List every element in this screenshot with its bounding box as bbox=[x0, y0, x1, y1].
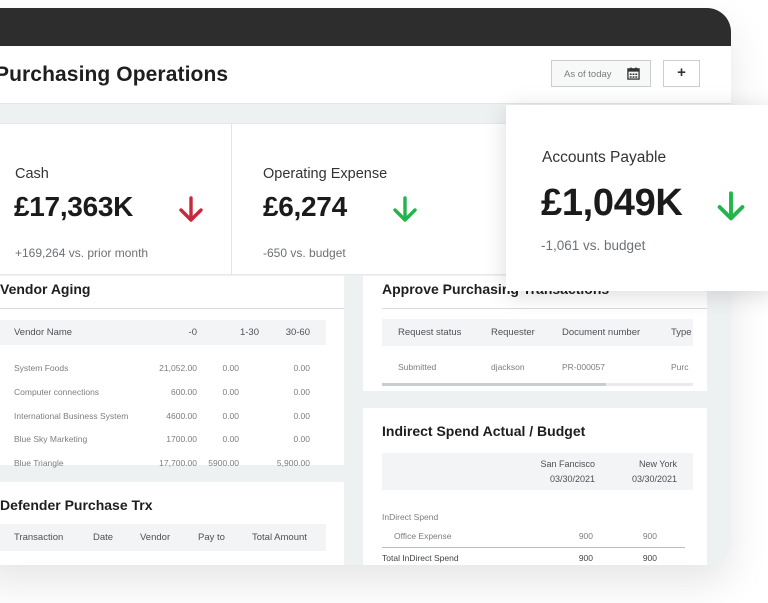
table-cell: 0.00 bbox=[293, 387, 310, 397]
group-label: InDirect Spend bbox=[382, 512, 439, 522]
table-cell: 0.00 bbox=[222, 434, 239, 444]
table-cell: International Business System bbox=[14, 411, 129, 421]
divider bbox=[382, 308, 707, 309]
table-cell: 1700.00 bbox=[166, 434, 197, 444]
table-cell: 0.00 bbox=[222, 387, 239, 397]
kpi-row: Cash £17,363K +169,264 vs. prior month O… bbox=[0, 123, 520, 275]
table-cell: 21,052.00 bbox=[159, 363, 197, 373]
column-header[interactable]: San Fancisco bbox=[540, 459, 595, 469]
divider bbox=[0, 308, 344, 309]
scrollbar-thumb[interactable] bbox=[382, 383, 606, 386]
column-date: 03/30/2021 bbox=[549, 474, 595, 484]
table-cell: System Foods bbox=[14, 363, 69, 373]
kpi-label: Cash bbox=[15, 166, 49, 182]
table-cell: Total InDirect Spend bbox=[382, 553, 459, 563]
card-title: Indirect Spend Actual / Budget bbox=[382, 423, 586, 439]
table-cell: 0.00 bbox=[222, 411, 239, 421]
kpi-subtext: -1,061 vs. budget bbox=[541, 238, 646, 253]
column-header[interactable]: Total Amount bbox=[252, 532, 307, 543]
column-header[interactable]: Date bbox=[93, 532, 114, 543]
vendor-aging-card: Vendor Aging Vendor Name -0 1-30 30-60 S… bbox=[0, 276, 344, 468]
table-cell: 0.00 bbox=[293, 434, 310, 444]
table-cell: 0.00 bbox=[293, 411, 310, 421]
date-placeholder: As of today bbox=[564, 69, 612, 80]
kpi-value: £17,363K bbox=[14, 191, 134, 222]
kpi-cash[interactable]: Cash £17,363K +169,264 vs. prior month bbox=[0, 124, 231, 274]
column-header[interactable]: 1-30 bbox=[239, 327, 259, 338]
table-cell: 900 bbox=[578, 553, 593, 563]
arrow-down-icon bbox=[717, 191, 745, 221]
table-cell: PR-000057 bbox=[562, 362, 606, 372]
calendar-icon bbox=[627, 67, 640, 80]
column-header[interactable]: Pay to bbox=[198, 532, 225, 543]
kpi-accounts-payable[interactable]: Accounts Payable £1,049K -1,061 vs. budg… bbox=[506, 105, 768, 291]
column-date: 03/30/2021 bbox=[631, 474, 677, 484]
table-cell: 5,900.00 bbox=[276, 458, 310, 468]
date-picker[interactable]: As of today bbox=[551, 60, 651, 87]
table-cell: Blue Sky Marketing bbox=[14, 434, 88, 444]
column-header[interactable]: Vendor bbox=[140, 532, 171, 543]
column-header[interactable]: Requester bbox=[491, 327, 535, 338]
column-header[interactable]: -0 bbox=[188, 327, 197, 338]
card-title: Defender Purchase Trx bbox=[0, 497, 153, 513]
column-header[interactable]: Vendor Name bbox=[14, 327, 73, 338]
table-cell: Computer connections bbox=[14, 387, 100, 397]
table-cell: 600.00 bbox=[171, 387, 197, 397]
table-header: Transaction Date Vendor Pay to Total Amo… bbox=[0, 524, 326, 551]
column-header[interactable]: Document number bbox=[562, 327, 641, 338]
column-header[interactable]: Request status bbox=[398, 327, 462, 338]
kpi-value: £6,274 bbox=[263, 191, 347, 222]
table-cell: Office Expense bbox=[394, 531, 452, 541]
defender-purchase-card: Defender Purchase Trx Transaction Date V… bbox=[0, 482, 344, 565]
top-bar bbox=[0, 8, 731, 46]
card-title: Vendor Aging bbox=[0, 281, 91, 297]
table-cell: djackson bbox=[491, 362, 525, 372]
total-divider bbox=[382, 547, 685, 548]
kpi-operating-expense[interactable]: Operating Expense £6,274 -650 vs. budget bbox=[232, 124, 520, 274]
table-cell: 4600.00 bbox=[166, 411, 197, 421]
table-cell: Submitted bbox=[398, 362, 437, 372]
table-cell: 0.00 bbox=[222, 363, 239, 373]
indirect-spend-card: Indirect Spend Actual / Budget San Fanci… bbox=[363, 408, 707, 565]
kpi-label: Operating Expense bbox=[263, 166, 388, 182]
table-cell: Blue Triangle bbox=[14, 458, 64, 468]
kpi-subtext: +169,264 vs. prior month bbox=[15, 246, 149, 260]
table-header: Request status Requester Document number… bbox=[382, 319, 693, 346]
column-header[interactable]: New York bbox=[638, 459, 677, 469]
page-title: Purchasing Operations bbox=[0, 63, 229, 86]
column-header[interactable]: Type bbox=[671, 327, 692, 338]
column-header[interactable]: Transaction bbox=[14, 532, 64, 543]
table-cell: 900 bbox=[642, 531, 657, 541]
page-header: Purchasing Operations As of today + bbox=[0, 46, 731, 104]
table-cell: 5900.00 bbox=[208, 458, 239, 468]
arrow-down-icon bbox=[393, 196, 417, 222]
table-cell: 900 bbox=[642, 553, 657, 563]
table-cell: 0.00 bbox=[293, 363, 310, 373]
kpi-label: Accounts Payable bbox=[542, 149, 667, 166]
kpi-value: £1,049K bbox=[541, 182, 683, 224]
horizontal-scrollbar[interactable] bbox=[382, 383, 693, 386]
table-cell: 17,700.00 bbox=[159, 458, 197, 468]
table-header: Vendor Name -0 1-30 30-60 bbox=[0, 320, 326, 345]
kpi-subtext: -650 vs. budget bbox=[263, 246, 346, 260]
approve-purchasing-card: Approve Purchasing Transactions Request … bbox=[363, 276, 707, 391]
arrow-down-icon bbox=[179, 196, 203, 222]
column-header[interactable]: 30-60 bbox=[285, 327, 310, 338]
kpi-divider bbox=[231, 124, 232, 274]
table-header: San Fancisco 03/30/2021 New York 03/30/2… bbox=[382, 453, 693, 490]
table-cell: 900 bbox=[578, 531, 593, 541]
add-button[interactable]: + bbox=[663, 60, 700, 87]
table-cell: Purc bbox=[671, 362, 689, 372]
